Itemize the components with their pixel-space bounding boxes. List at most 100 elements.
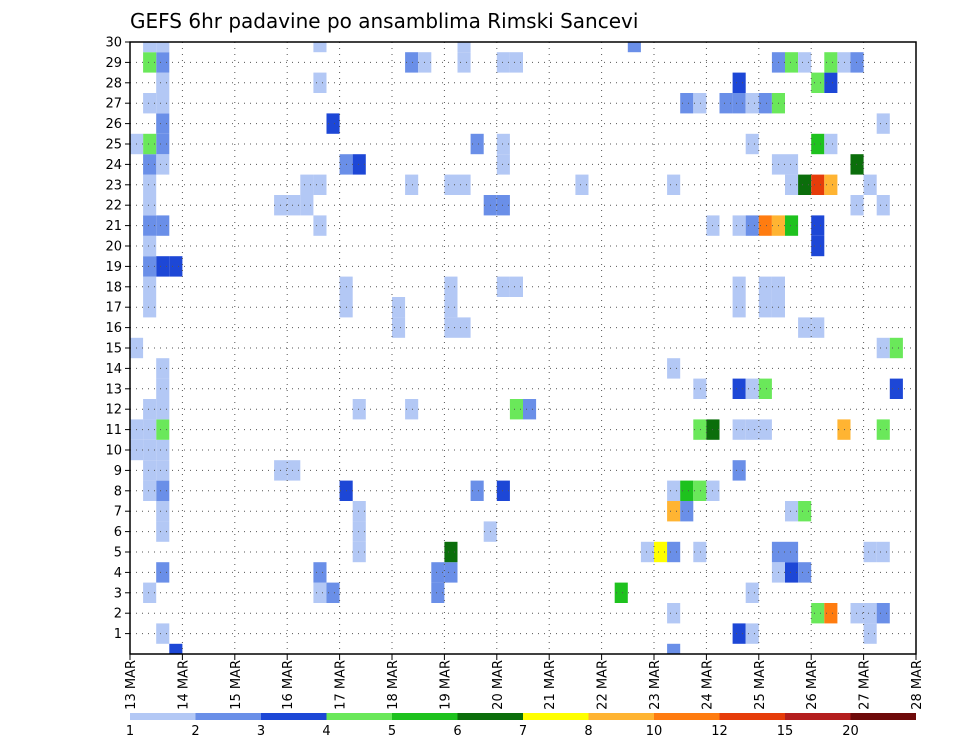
x-tick-label: 16 MAR bbox=[281, 660, 296, 710]
heatmap-cell bbox=[431, 562, 445, 583]
colorbar-swatch bbox=[523, 713, 589, 720]
heatmap-cell bbox=[785, 52, 799, 73]
y-tick-label: 3 bbox=[114, 586, 122, 601]
heatmap-cell bbox=[824, 603, 838, 624]
heatmap-cell bbox=[143, 215, 157, 236]
heatmap-cell bbox=[680, 93, 694, 114]
heatmap-cell bbox=[693, 93, 707, 114]
heatmap-cell bbox=[444, 174, 458, 195]
heatmap-cell bbox=[732, 72, 746, 93]
heatmap-cell bbox=[156, 480, 170, 501]
heatmap-cell bbox=[156, 399, 170, 420]
y-tick-label: 22 bbox=[105, 199, 122, 214]
heatmap-cell bbox=[156, 562, 170, 583]
x-tick-label: 27 MAR bbox=[858, 660, 873, 710]
heatmap-cell bbox=[156, 358, 170, 379]
heatmap-cell bbox=[496, 154, 510, 175]
x-tick-label: 21 MAR bbox=[543, 660, 558, 710]
heatmap-cell bbox=[811, 235, 825, 257]
y-tick-label: 16 bbox=[105, 321, 122, 336]
y-tick-label: 9 bbox=[114, 464, 122, 479]
heatmap-cell bbox=[169, 643, 183, 654]
x-axis-ticks: 13 MAR 14 MAR 15 MAR 16 MAR 17 MAR 18 MAR 19 M… bbox=[124, 654, 925, 710]
heatmap-cell bbox=[876, 195, 890, 216]
y-tick-label: 4 bbox=[114, 566, 122, 581]
heatmap-cell bbox=[876, 541, 890, 563]
heatmap-cell bbox=[313, 562, 327, 583]
x-tick-label: 28 MAR bbox=[910, 660, 925, 710]
heatmap-cell bbox=[313, 582, 327, 603]
heatmap-cell bbox=[156, 215, 170, 236]
heatmap-cell bbox=[798, 317, 812, 338]
y-tick-label: 27 bbox=[105, 97, 122, 112]
heatmap-cell bbox=[732, 623, 746, 644]
y-tick-label: 14 bbox=[105, 362, 122, 377]
heatmap-cell bbox=[732, 419, 746, 440]
heatmap-cell bbox=[732, 378, 746, 399]
heatmap-cell bbox=[156, 154, 170, 175]
heatmap-cell bbox=[143, 42, 157, 53]
heatmap-cell bbox=[785, 501, 799, 522]
y-tick-label: 12 bbox=[105, 403, 122, 418]
colorbar-swatch bbox=[654, 713, 720, 720]
y-tick-label: 23 bbox=[105, 178, 122, 193]
y-tick-label: 18 bbox=[105, 280, 122, 295]
heatmap-cell bbox=[640, 541, 654, 563]
heatmap-cell bbox=[863, 623, 877, 644]
heatmap-cell bbox=[457, 174, 471, 195]
heatmap-cell bbox=[496, 52, 510, 73]
heatmap-cell bbox=[313, 215, 327, 236]
heatmap-cell bbox=[352, 521, 366, 542]
heatmap-cell bbox=[693, 541, 707, 563]
heatmap-cell bbox=[745, 378, 759, 399]
colorbar-swatch bbox=[719, 713, 785, 720]
heatmap-cell bbox=[287, 195, 301, 216]
heatmap-cell bbox=[850, 154, 864, 175]
heatmap-cell bbox=[693, 378, 707, 399]
heatmap-cell bbox=[444, 276, 458, 297]
heatmap-cell bbox=[876, 419, 890, 440]
colorbar-label: 6 bbox=[453, 724, 461, 739]
heatmap-cell bbox=[850, 195, 864, 216]
heatmap-cell bbox=[837, 52, 851, 73]
heatmap-cell bbox=[667, 174, 681, 195]
heatmap-cell bbox=[444, 297, 458, 318]
y-tick-label: 17 bbox=[105, 301, 122, 316]
heatmap-cell bbox=[745, 623, 759, 644]
x-tick-label: 25 MAR bbox=[753, 660, 768, 710]
y-tick-label: 26 bbox=[105, 117, 122, 132]
heatmap-cell bbox=[523, 399, 537, 420]
heatmap-cell bbox=[889, 378, 903, 399]
grid-lines bbox=[130, 41, 916, 654]
heatmap-cell bbox=[313, 174, 327, 195]
heatmap-cell bbox=[758, 419, 772, 440]
heatmap-cell bbox=[680, 480, 694, 501]
heatmap-cell bbox=[785, 541, 799, 563]
heatmap-cell bbox=[850, 603, 864, 624]
heatmap-cell bbox=[798, 562, 812, 583]
heatmap-cell bbox=[352, 501, 366, 522]
heatmap-cell bbox=[392, 297, 406, 318]
heatmap-cell bbox=[785, 154, 799, 175]
chart-title: GEFS 6hr padavine po ansamblima Rimski S… bbox=[130, 9, 638, 33]
heatmap-cell bbox=[732, 276, 746, 297]
heatmap-cell bbox=[496, 480, 510, 501]
heatmap-cell bbox=[143, 154, 157, 175]
heatmap-cell bbox=[824, 72, 838, 93]
heatmap-cell bbox=[352, 399, 366, 420]
heatmap-cell bbox=[457, 317, 471, 338]
heatmap-cell bbox=[667, 603, 681, 624]
colorbar-label: 8 bbox=[584, 724, 592, 739]
heatmap-cell bbox=[732, 93, 746, 114]
x-tick-label: 24 MAR bbox=[700, 660, 715, 710]
heatmap-cell bbox=[863, 541, 877, 563]
heatmap-cell bbox=[785, 215, 799, 236]
heatmap-cell bbox=[143, 52, 157, 73]
y-tick-label: 30 bbox=[105, 36, 122, 51]
x-tick-label: 19 MAR bbox=[438, 660, 453, 710]
heatmap-cell bbox=[719, 93, 733, 114]
heatmap-cell bbox=[758, 276, 772, 297]
heatmap-cell bbox=[785, 174, 799, 195]
y-tick-label: 29 bbox=[105, 56, 122, 71]
